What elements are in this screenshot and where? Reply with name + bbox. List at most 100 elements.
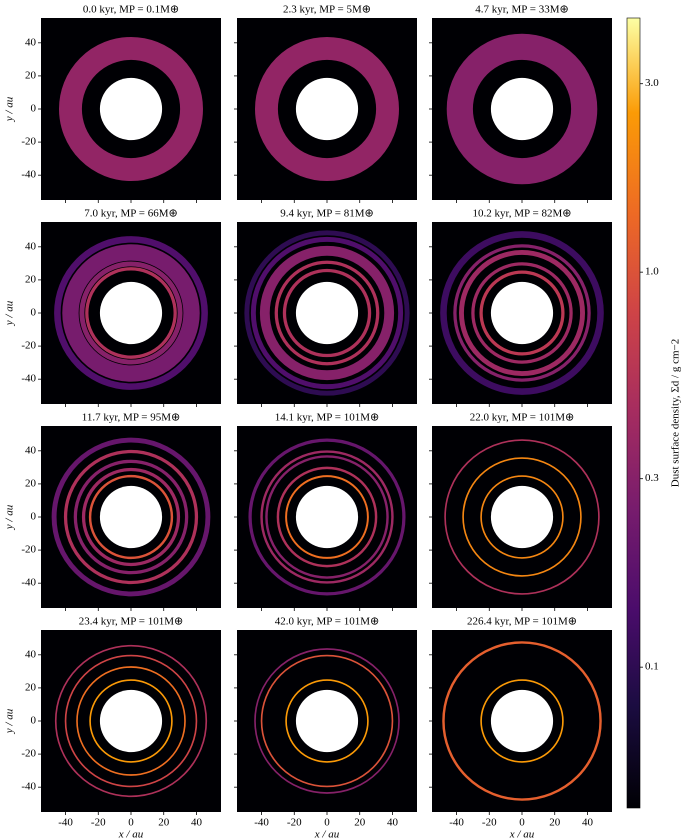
x-tick-label: 20 [549,817,561,829]
panel-title: 226.4 kyr, MP = 101M⊕ [467,616,577,628]
panel-title: 0.0 kyr, MP = 0.1M⊕ [83,4,179,16]
inner-hole [490,281,554,345]
y-tick-label: 0 [31,511,37,523]
dust-ring [471,262,573,364]
dust-ring [274,260,380,366]
dust-ring [62,244,200,382]
panel: 226.4 kyr, MP = 101M⊕ -40 -20 0 20 40 x / au [429,616,612,840]
dust-ring [446,33,598,185]
x-axis-label: x / au [314,829,340,840]
dust-ring [248,438,406,596]
x-tick-label: 20 [354,817,366,829]
y-axis-label: y / au [4,708,16,734]
y-tick-label: 40 [25,444,37,456]
dust-ring [63,449,199,585]
dust-ring [480,475,564,559]
image-area [244,230,410,396]
dust-ring [285,475,369,559]
colorbar-tick-label: 1.0 [645,266,659,278]
panel: 0.0 kyr, MP = 0.1M⊕ -40 -20 0 20 40 y / au [4,4,221,203]
dust-ring [479,270,565,356]
dust-ring [76,666,186,776]
x-tick-label: -20 [91,817,106,829]
dust-ring [265,455,389,579]
y-tick-label: -20 [21,748,36,760]
dust-ring [453,244,591,382]
panel: 7.0 kyr, MP = 66M⊕ -40 -20 0 20 40 y / au [4,208,221,407]
x-tick-label: -20 [287,817,302,829]
x-tick-label: -40 [449,817,464,829]
panel-title: 22.0 kyr, MP = 101M⊕ [470,412,574,424]
colorbar-scale [626,17,641,809]
y-tick-label: 0 [31,307,37,319]
dust-ring [250,236,404,390]
colorbar-tick-label: 0.3 [645,472,659,484]
panel: 23.4 kyr, MP = 101M⊕ -40 -20 0 20 40 -40 -20 0 20… [4,616,221,840]
dust-ring [54,236,208,390]
dust-ring [462,457,582,577]
x-tick-label: 40 [387,817,399,829]
y-axis-label: y / au [4,96,16,122]
panel: 11.7 kyr, MP = 95M⊕ -40 -20 0 20 40 y / au [4,412,221,611]
image-area [248,438,406,596]
y-tick-label: -40 [21,373,36,385]
x-tick-label: 40 [191,817,203,829]
y-tick-label: -20 [21,136,36,148]
dust-ring [79,261,183,365]
inner-hole [295,485,359,549]
dust-ring [254,36,399,182]
x-tick-label: 0 [519,817,525,829]
dust-ring [85,267,177,359]
panel-title: 7.0 kyr, MP = 66M⊕ [84,208,177,220]
image-area [444,439,600,595]
image-area [51,437,211,597]
dust-ring [88,474,174,560]
inner-hole [490,77,554,141]
y-tick-label: 40 [25,648,37,660]
inner-hole [295,689,359,753]
dust-ring [254,648,400,794]
panel-title: 2.3 kyr, MP = 5M⊕ [283,4,371,16]
dust-ring [260,654,394,788]
image-area [54,236,208,390]
panel: 22.0 kyr, MP = 101M⊕ [429,412,612,611]
inner-hole [490,689,554,753]
panel: 2.3 kyr, MP = 5M⊕ [234,4,417,203]
image-area [254,648,400,794]
image-area [54,644,208,798]
y-tick-label: 0 [31,103,37,115]
panel-title: 4.7 kyr, MP = 33M⊕ [475,4,568,16]
y-axis-label: y / au [4,300,16,326]
y-tick-label: -20 [21,340,36,352]
dust-ring [259,245,395,381]
panel-title: 42.0 kyr, MP = 101M⊕ [275,616,379,628]
y-tick-label: 20 [25,273,37,285]
x-tick-label: -40 [58,817,73,829]
dust-ring [51,437,211,597]
inner-hole [295,281,359,345]
dust-ring [58,36,204,182]
colorbar-tick-label: 3.0 [645,77,659,89]
dust-ring [458,249,585,377]
panel-title: 9.4 kyr, MP = 81M⊕ [280,208,373,220]
colorbar-label: Dust surface density, Σd / g cm−2 [670,339,682,487]
image-area [440,231,604,395]
inner-hole [99,281,163,345]
panel: 42.0 kyr, MP = 101M⊕ -40 -20 0 20 40 x / au [234,616,417,840]
x-tick-label: 20 [158,817,170,829]
y-tick-label: -40 [21,781,36,793]
inner-hole [99,689,163,753]
dust-ring [282,268,372,358]
dust-ring [276,466,378,568]
panel-title: 11.7 kyr, MP = 95M⊕ [82,412,181,424]
x-tick-label: -20 [482,817,497,829]
dust-ring [440,231,604,395]
inner-hole [295,77,359,141]
x-tick-label: 40 [582,817,594,829]
inner-hole [99,77,163,141]
panel: 9.4 kyr, MP = 81M⊕ [234,208,417,407]
inner-hole [99,485,163,549]
dust-ring [444,439,600,595]
x-axis-label: x / au [118,829,144,840]
